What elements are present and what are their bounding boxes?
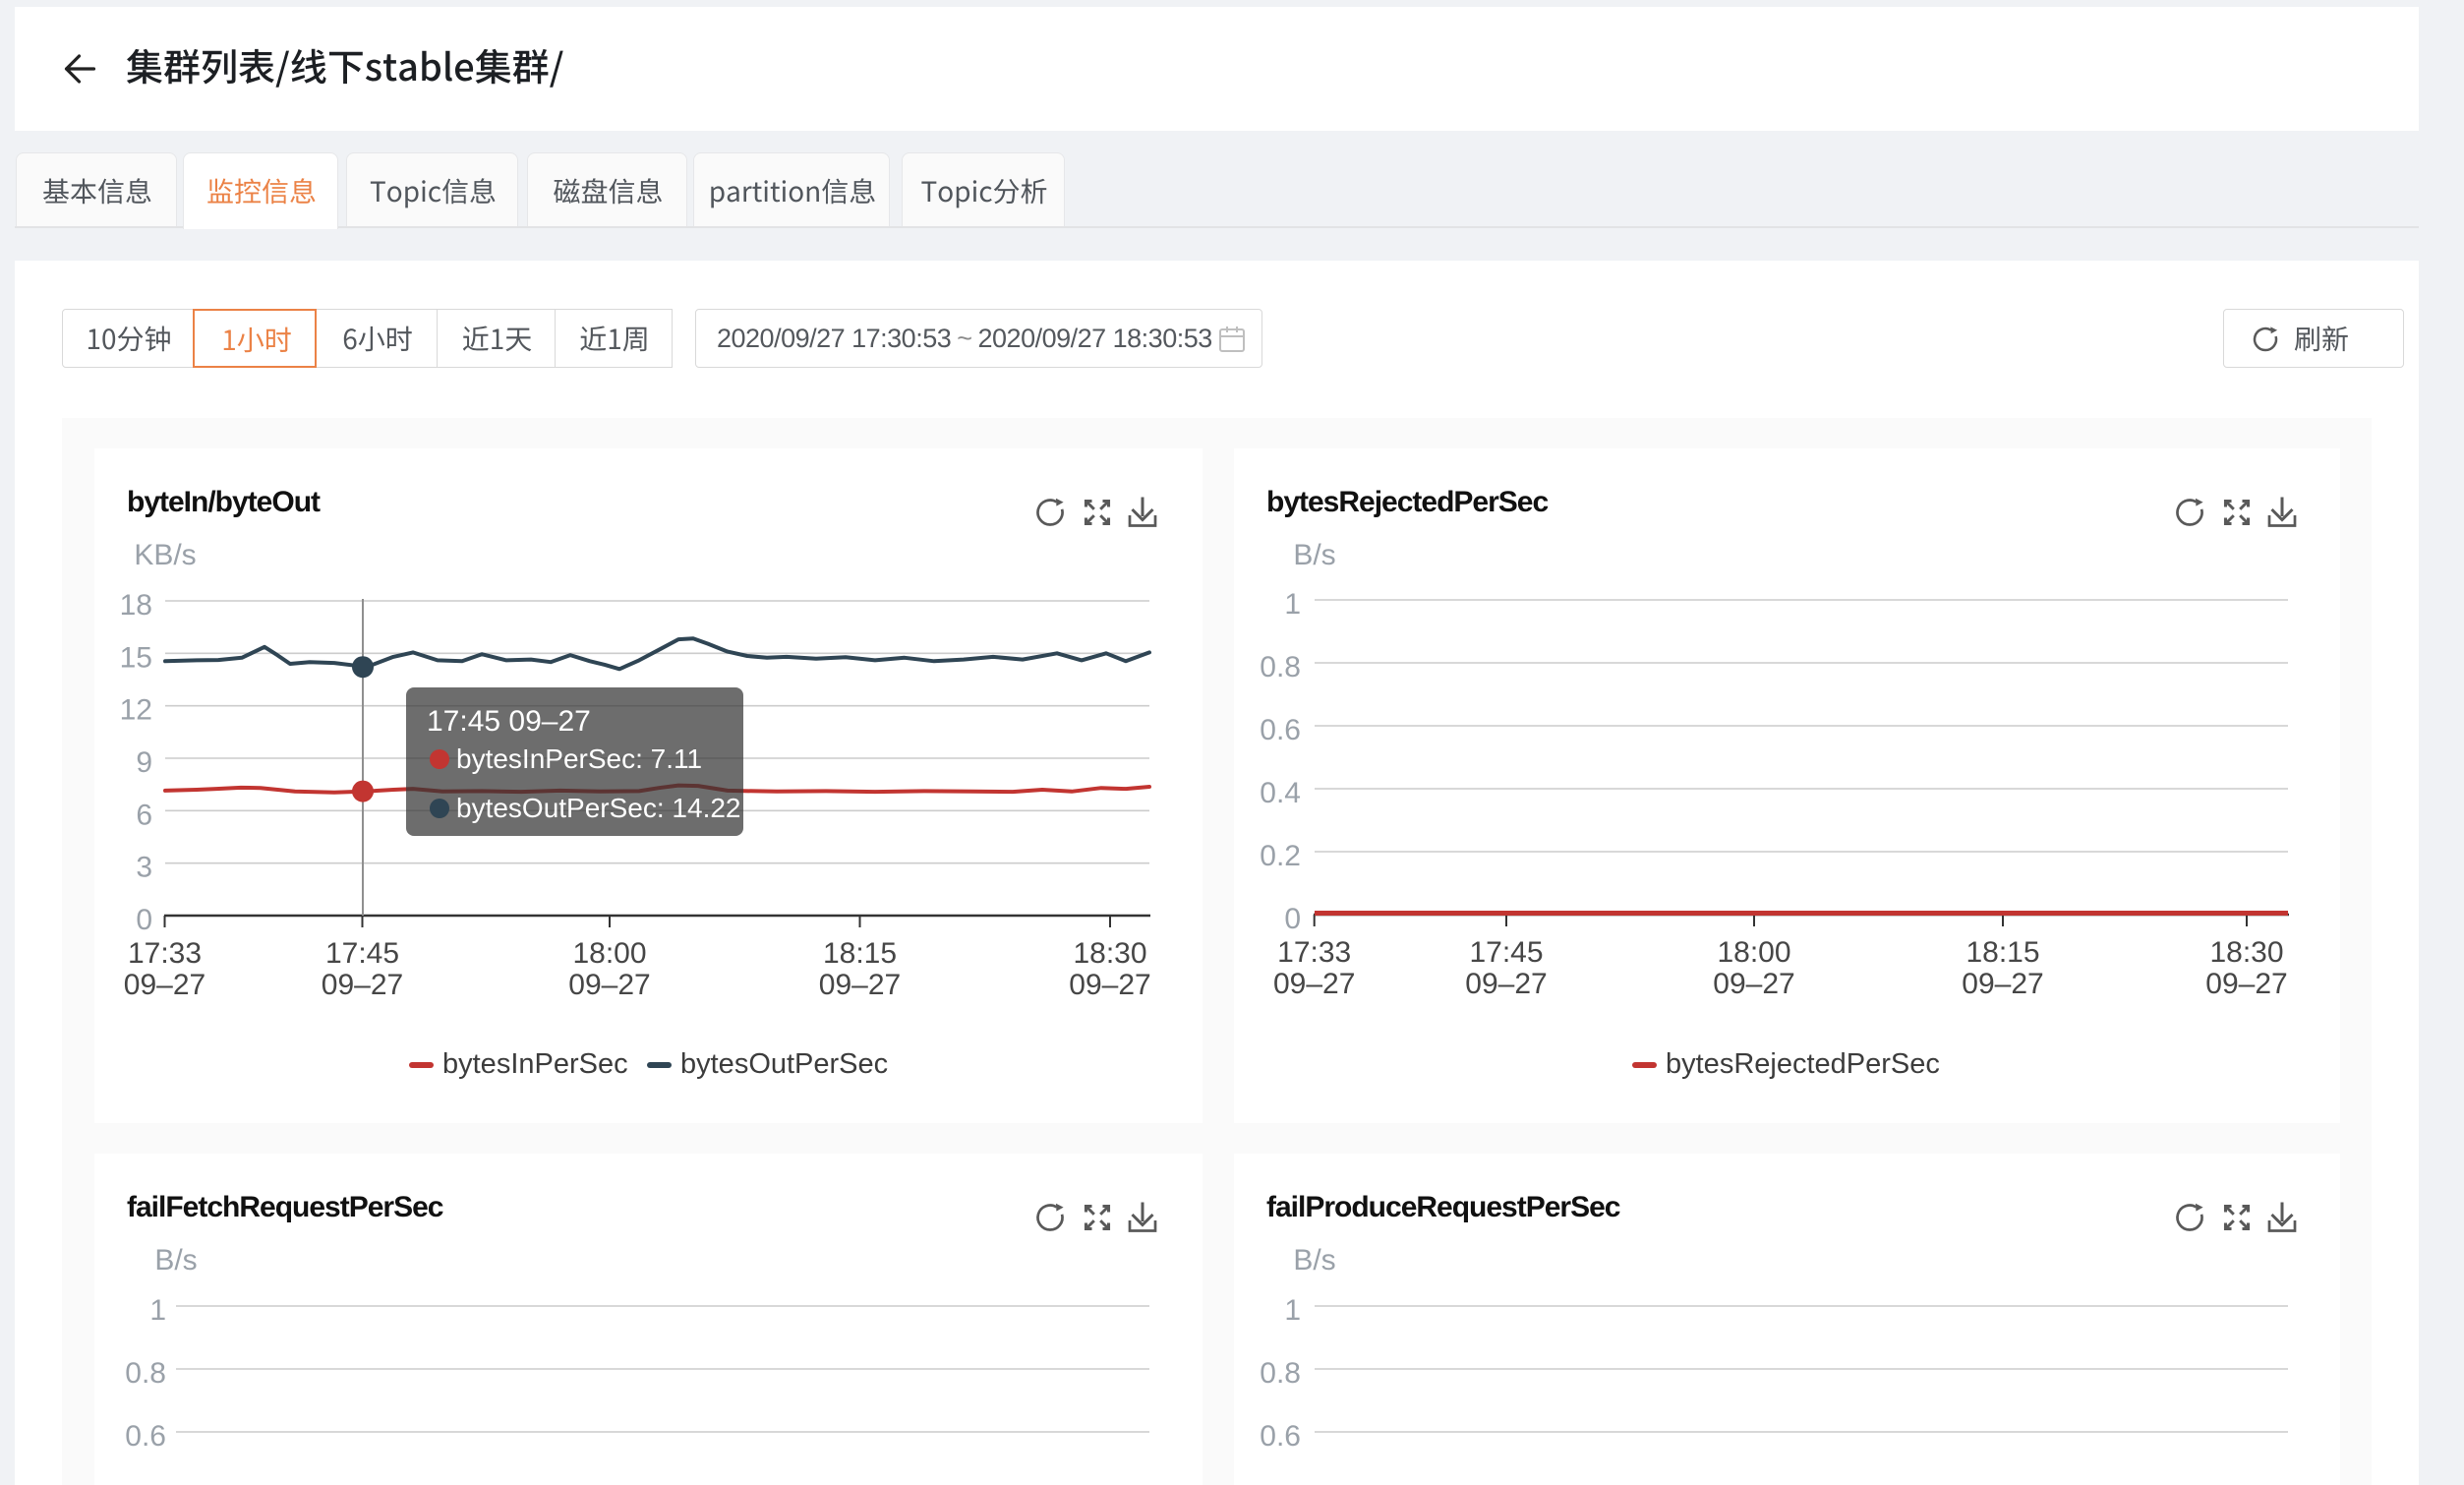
svg-text:18:30: 18:30 <box>1073 937 1146 970</box>
svg-text:bytesRejectedPerSec: bytesRejectedPerSec <box>1666 1048 1940 1080</box>
svg-text:bytesOutPerSec: bytesOutPerSec <box>680 1048 888 1080</box>
svg-text:1: 1 <box>1284 1294 1301 1327</box>
svg-text:09–27: 09–27 <box>322 969 403 1001</box>
svg-text:6: 6 <box>136 799 152 831</box>
svg-text:0.6: 0.6 <box>1260 1420 1301 1453</box>
svg-text:0.8: 0.8 <box>1260 1357 1301 1390</box>
svg-text:0.6: 0.6 <box>1260 714 1301 746</box>
svg-text:9: 9 <box>136 746 152 779</box>
svg-text:09–27: 09–27 <box>1465 968 1547 1000</box>
svg-text:18:30: 18:30 <box>2209 936 2283 969</box>
svg-text:0.4: 0.4 <box>1260 777 1301 809</box>
svg-text:15: 15 <box>120 641 152 674</box>
svg-text:17:45: 17:45 <box>325 937 399 970</box>
svg-text:09–27: 09–27 <box>1069 969 1150 1001</box>
svg-text:0: 0 <box>1284 903 1301 935</box>
svg-text:12: 12 <box>120 694 152 727</box>
svg-text:B/s: B/s <box>1293 1244 1335 1277</box>
svg-text:18:00: 18:00 <box>572 937 646 970</box>
svg-text:bytesInPerSec: 7.11: bytesInPerSec: 7.11 <box>456 743 702 774</box>
svg-text:17:45: 17:45 <box>1469 936 1543 969</box>
svg-text:09–27: 09–27 <box>819 969 901 1001</box>
svg-text:1: 1 <box>149 1294 166 1327</box>
svg-text:09–27: 09–27 <box>1713 968 1794 1000</box>
svg-text:09–27: 09–27 <box>1962 968 2043 1000</box>
svg-text:1: 1 <box>1284 588 1301 621</box>
svg-text:09–27: 09–27 <box>2205 968 2287 1000</box>
svg-text:09–27: 09–27 <box>124 969 205 1001</box>
svg-text:17:33: 17:33 <box>1277 936 1351 969</box>
svg-text:17:45 09–27: 17:45 09–27 <box>427 705 591 738</box>
svg-text:18: 18 <box>120 589 152 622</box>
svg-text:0: 0 <box>136 904 152 936</box>
svg-text:bytesRejectedPerSec: bytesRejectedPerSec <box>1266 486 1548 518</box>
svg-text:0.8: 0.8 <box>1260 651 1301 683</box>
svg-text:failFetchRequestPerSec: failFetchRequestPerSec <box>127 1191 443 1223</box>
svg-text:0.8: 0.8 <box>125 1357 166 1390</box>
svg-text:B/s: B/s <box>1293 539 1335 571</box>
svg-text:18:15: 18:15 <box>823 937 897 970</box>
svg-text:bytesInPerSec: bytesInPerSec <box>442 1048 628 1080</box>
svg-text:3: 3 <box>136 852 152 884</box>
svg-text:17:33: 17:33 <box>128 937 202 970</box>
svg-text:18:00: 18:00 <box>1717 936 1790 969</box>
svg-text:18:15: 18:15 <box>1965 936 2039 969</box>
svg-text:byteIn/byteOut: byteIn/byteOut <box>127 486 321 518</box>
svg-text:09–27: 09–27 <box>1273 968 1355 1000</box>
svg-text:failProduceRequestPerSec: failProduceRequestPerSec <box>1266 1191 1620 1223</box>
svg-text:bytesOutPerSec: 14.22: bytesOutPerSec: 14.22 <box>456 793 741 823</box>
svg-text:0.6: 0.6 <box>125 1420 166 1453</box>
svg-text:B/s: B/s <box>154 1244 197 1277</box>
svg-text:KB/s: KB/s <box>134 539 196 571</box>
svg-text:09–27: 09–27 <box>568 969 650 1001</box>
svg-text:0.2: 0.2 <box>1260 840 1301 872</box>
